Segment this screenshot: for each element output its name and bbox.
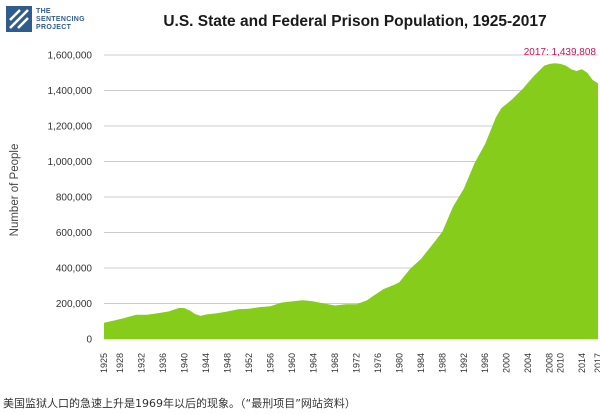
x-tick-label: 1976 xyxy=(373,353,383,373)
x-tick-label: 1940 xyxy=(180,353,190,373)
x-tick-label: 2008 xyxy=(545,353,555,373)
x-tick-label: 1925 xyxy=(99,353,109,373)
y-tick-label: 1,000,000 xyxy=(48,157,93,168)
x-tick-label: 1972 xyxy=(351,353,361,373)
y-axis-label: Number of People xyxy=(9,144,21,237)
chart-title: U.S. State and Federal Prison Population… xyxy=(163,13,546,30)
y-tick-label: 1,600,000 xyxy=(48,51,93,62)
x-tick-label: 1944 xyxy=(201,353,211,373)
x-tick-label: 1932 xyxy=(137,353,147,373)
x-tick-label: 1996 xyxy=(480,353,490,373)
x-tick-label: 2004 xyxy=(523,353,533,373)
area-series xyxy=(104,63,598,340)
y-tick-label: 0 xyxy=(86,335,92,346)
y-axis-ticks: 0 200,000 400,000 600,000 800,000 1,000,000 1,… xyxy=(48,51,93,346)
y-tick-label: 1,400,000 xyxy=(48,86,93,97)
x-tick-label: 1948 xyxy=(223,353,233,373)
prison-population-area xyxy=(104,63,598,340)
x-tick-label: 1988 xyxy=(437,353,447,373)
y-tick-label: 400,000 xyxy=(56,264,93,275)
brand-line-2: SENTENCING xyxy=(36,16,85,23)
x-tick-label: 1992 xyxy=(459,353,469,373)
x-tick-label: 2010 xyxy=(555,353,565,373)
x-axis-ticks: 1925 1928 1932 1936 1940 1944 1948 1952 1956 1960… xyxy=(99,353,600,373)
latest-value-annotation: 2017: 1,439,808 xyxy=(524,47,597,58)
figure-caption: 美国监狱人口的急速上升是1969年以后的现象。（“最刑项目”网站资料） xyxy=(3,397,356,410)
x-tick-label: 1956 xyxy=(265,353,275,373)
x-tick-label: 2017 xyxy=(593,353,600,373)
prison-population-chart: U.S. State and Federal Prison Population… xyxy=(9,13,600,373)
x-tick-label: 1968 xyxy=(330,353,340,373)
logo-mark-icon xyxy=(6,6,32,32)
brand-line-3: PROJECT xyxy=(36,24,72,31)
y-tick-label: 1,200,000 xyxy=(48,122,93,133)
x-tick-label: 1952 xyxy=(244,353,254,373)
x-tick-label: 1980 xyxy=(394,353,404,373)
x-tick-label: 2014 xyxy=(577,353,587,373)
x-tick-label: 1984 xyxy=(416,353,426,373)
x-tick-label: 1960 xyxy=(287,353,297,373)
x-tick-label: 1928 xyxy=(115,353,125,373)
x-tick-label: 1936 xyxy=(158,353,168,373)
y-tick-label: 800,000 xyxy=(56,193,93,204)
brand-line-1: THE xyxy=(36,8,51,15)
x-tick-label: 1964 xyxy=(308,353,318,373)
y-tick-label: 600,000 xyxy=(56,228,93,239)
y-tick-label: 200,000 xyxy=(56,299,93,310)
brand-logo: THE SENTENCING PROJECT xyxy=(6,6,116,36)
brand-name: THE SENTENCING PROJECT xyxy=(36,8,85,32)
x-tick-label: 2000 xyxy=(502,353,512,373)
